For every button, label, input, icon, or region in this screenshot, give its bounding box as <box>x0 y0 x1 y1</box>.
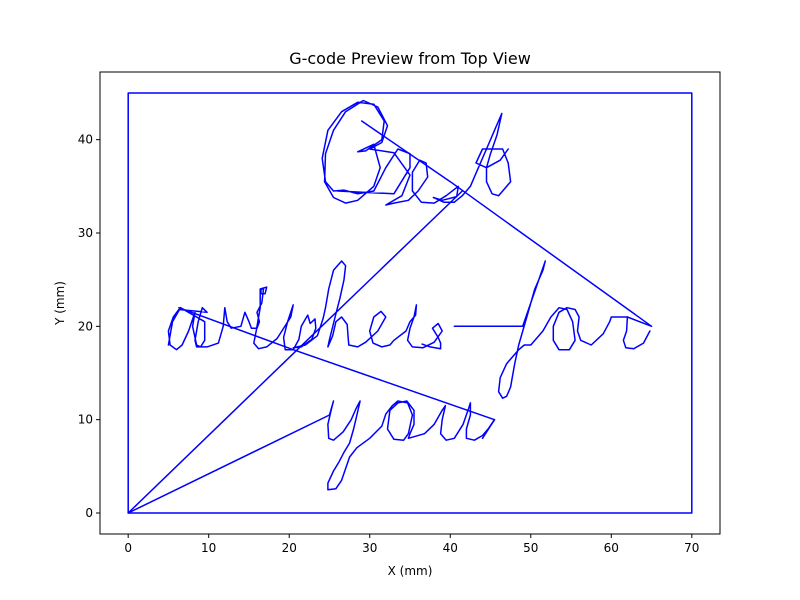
x-axis-ticks: 0 10 20 30 40 50 60 70 <box>124 534 699 555</box>
x-tick-label: 30 <box>362 541 377 555</box>
series-travel-to-you <box>127 414 331 514</box>
x-tick-label: 20 <box>282 541 297 555</box>
series-layer <box>127 92 693 514</box>
x-tick-label: 40 <box>443 541 458 555</box>
y-axis-ticks: 0 10 20 30 40 <box>78 133 100 520</box>
y-tick-label: 20 <box>78 319 93 333</box>
series-border <box>127 92 693 514</box>
x-tick-label: 70 <box>684 541 699 555</box>
series-word-wishes <box>167 260 443 351</box>
x-tick-label: 50 <box>523 541 538 555</box>
y-tick-label: 0 <box>85 506 93 520</box>
series-word-Best <box>321 99 512 206</box>
series-word-you <box>327 400 496 491</box>
y-tick-label: 10 <box>78 413 93 427</box>
x-tick-label: 10 <box>201 541 216 555</box>
y-tick-label: 40 <box>78 133 93 147</box>
x-tick-label: 60 <box>604 541 619 555</box>
x-axis-label: X (mm) <box>388 564 433 578</box>
y-tick-label: 30 <box>78 226 93 240</box>
y-axis-label: Y (mm) <box>53 281 67 326</box>
series-word-for <box>453 260 651 399</box>
axes-frame <box>99 71 721 535</box>
series-travel-to-wishes <box>127 190 464 514</box>
x-tick-label: 0 <box>124 541 132 555</box>
chart-title: G-code Preview from Top View <box>289 49 531 68</box>
